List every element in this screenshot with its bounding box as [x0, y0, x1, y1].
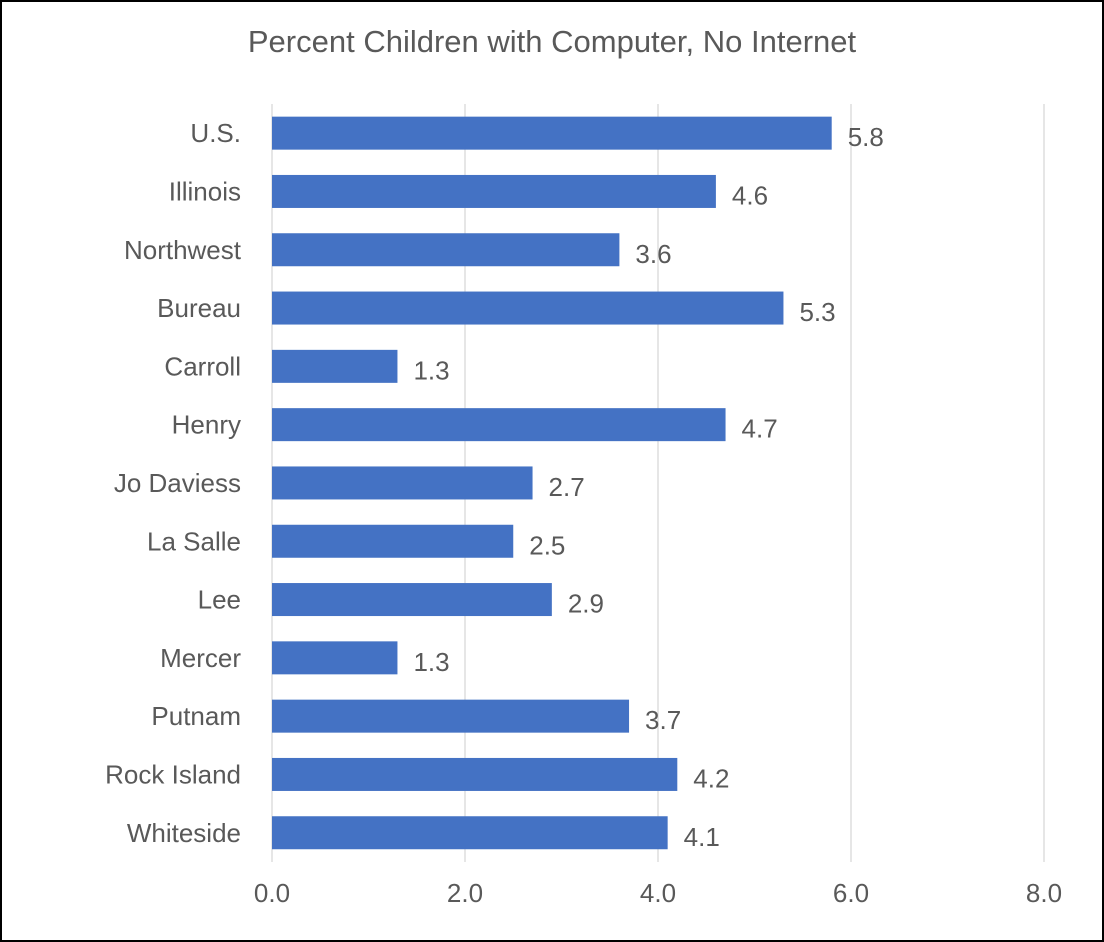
category-label: Jo Daviess — [114, 468, 241, 498]
category-label: Illinois — [169, 176, 241, 206]
bar — [272, 816, 668, 850]
data-label: 3.7 — [645, 705, 681, 735]
data-label: 5.8 — [848, 122, 884, 152]
data-label: 4.2 — [693, 763, 729, 793]
bar — [272, 466, 533, 500]
category-label: Rock Island — [105, 759, 241, 789]
bar — [272, 699, 630, 733]
bar — [272, 291, 784, 325]
bar — [272, 641, 398, 675]
category-label: La Salle — [147, 526, 241, 556]
bar — [272, 116, 832, 150]
x-tick-label: 4.0 — [640, 878, 676, 908]
category-label: Bureau — [157, 293, 241, 323]
bar — [272, 583, 552, 617]
bar — [272, 408, 726, 442]
category-label: Putnam — [151, 701, 241, 731]
data-label: 4.7 — [742, 414, 778, 444]
data-label: 2.5 — [529, 530, 565, 560]
bar — [272, 174, 716, 208]
bar — [272, 757, 678, 791]
bar — [272, 349, 398, 383]
bar — [272, 233, 620, 267]
category-label: Whiteside — [127, 818, 241, 848]
data-label: 3.6 — [635, 239, 671, 269]
data-label: 2.7 — [549, 472, 585, 502]
x-tick-label: 2.0 — [447, 878, 483, 908]
data-label: 1.3 — [413, 647, 449, 677]
x-tick-label: 6.0 — [833, 878, 869, 908]
data-label: 4.1 — [684, 822, 720, 852]
bar — [272, 524, 514, 558]
category-label: Carroll — [164, 351, 241, 381]
data-label: 2.9 — [568, 589, 604, 619]
category-label: Northwest — [124, 235, 242, 265]
category-label: Henry — [172, 410, 241, 440]
data-label: 1.3 — [413, 355, 449, 385]
chart-title: Percent Children with Computer, No Inter… — [247, 24, 857, 59]
category-label: U.S. — [190, 118, 241, 148]
category-label: Mercer — [160, 643, 241, 673]
category-label: Lee — [198, 585, 241, 615]
data-label: 5.3 — [799, 297, 835, 327]
x-tick-label: 0.0 — [254, 878, 290, 908]
x-tick-label: 8.0 — [1026, 878, 1062, 908]
data-label: 4.6 — [732, 180, 768, 210]
